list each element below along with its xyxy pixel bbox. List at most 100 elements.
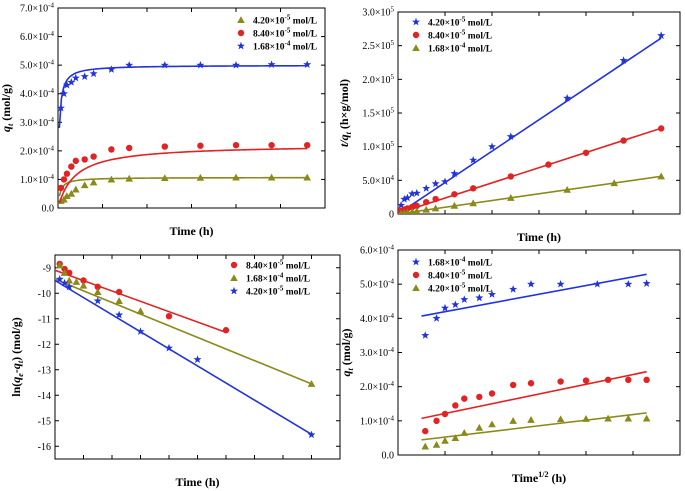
data-point xyxy=(267,60,276,68)
data-point xyxy=(556,279,565,288)
fit-line xyxy=(398,127,662,214)
y-tick-label: 5.0×104 xyxy=(362,174,394,187)
data-point xyxy=(304,141,311,149)
data-point xyxy=(432,314,441,322)
legend: 4.20×10-5 mol/L8.40×10-5 mol/L1.68×10-4 … xyxy=(412,16,492,55)
data-point xyxy=(68,163,75,170)
data-point xyxy=(619,56,628,64)
legend-exponent: -4 xyxy=(460,42,466,50)
y-tick-mantissa: 2.5×10 xyxy=(362,41,390,52)
data-point xyxy=(165,343,173,352)
y-tick-mantissa: 3.0×10 xyxy=(360,348,388,359)
y-tick-exponent: 5 xyxy=(391,140,395,148)
series-1 xyxy=(421,370,650,435)
y-tick-label: 3.0×105 xyxy=(362,6,394,19)
data-point xyxy=(475,293,484,302)
data-point xyxy=(232,141,240,149)
y-tick-label: 5.0×10-4 xyxy=(20,59,54,72)
data-point xyxy=(441,410,449,418)
y-tick-exponent: -4 xyxy=(388,244,394,252)
data-point xyxy=(557,378,564,385)
legend-marker xyxy=(412,257,420,266)
legend-exponent: -4 xyxy=(460,256,466,264)
y-tick-label: 0.0 xyxy=(42,204,55,215)
series-2 xyxy=(55,275,316,439)
y-tick-label: -10 xyxy=(38,289,51,300)
plot-area xyxy=(58,60,312,204)
data-point xyxy=(165,313,173,320)
panel-b: 05.0×1041.0×1051.5×1052.0×1052.5×1053.0×… xyxy=(337,6,681,244)
data-point xyxy=(460,428,469,436)
data-point xyxy=(60,195,68,203)
x-axis-label: Time1/2 (h) xyxy=(512,470,566,485)
legend-entry: 8.40×10-5 mol/L xyxy=(428,269,492,282)
legend-unit: mol/L xyxy=(290,43,317,53)
data-point xyxy=(476,393,483,401)
legend-entry: 1.68×10-4 mol/L xyxy=(246,272,310,285)
data-point xyxy=(408,207,416,214)
data-point xyxy=(422,205,430,213)
data-point xyxy=(55,261,64,269)
y-axis-label: ln(qe-qt) (mol/g) xyxy=(9,317,25,396)
y-tick-label: -9 xyxy=(43,263,51,274)
y-tick-exponent: -4 xyxy=(48,30,54,38)
legend-entry: 1.68×10-4 mol/L xyxy=(253,40,317,53)
data-point xyxy=(404,208,411,214)
legend-marker xyxy=(230,274,238,282)
y-tick-mantissa: -13 xyxy=(38,365,51,376)
legend-exponent: -5 xyxy=(460,269,466,277)
y-axis-label-mid: -q xyxy=(9,363,23,373)
x-axis-label: Time (h) xyxy=(169,224,213,238)
legend-name: 8.40×10 xyxy=(428,272,460,282)
data-point xyxy=(90,153,97,160)
data-point xyxy=(593,279,602,288)
y-tick-label: 2.0×10-4 xyxy=(20,144,54,157)
y-tick-mantissa: 3.0×10 xyxy=(20,118,48,129)
y-tick-exponent: -4 xyxy=(48,59,54,67)
legend-exponent: -5 xyxy=(460,29,466,37)
data-point xyxy=(67,78,76,86)
fit-line xyxy=(55,278,312,385)
legend-entry: 8.40×10-5 mol/L xyxy=(246,259,310,272)
y-tick-label: 3.0×10-4 xyxy=(360,346,394,359)
y-axis-label: qt (mol/g) xyxy=(0,84,15,132)
data-point xyxy=(125,174,133,182)
legend-name: 4.20×10 xyxy=(253,17,285,27)
fit-line xyxy=(398,37,662,214)
data-point xyxy=(431,204,440,212)
legend-entry: 8.40×10-5 mol/L xyxy=(253,27,317,40)
y-tick-mantissa: 7.0×10 xyxy=(20,4,48,15)
y-tick-exponent: -4 xyxy=(388,312,394,320)
y-tick-mantissa: 0 xyxy=(389,210,394,221)
y-tick-label: 1.0×10-4 xyxy=(360,414,394,427)
legend-name: 4.20×10 xyxy=(246,288,278,298)
y-tick-mantissa: -11 xyxy=(38,314,51,325)
data-point xyxy=(452,402,459,409)
legend-unit: mol/L xyxy=(290,30,317,40)
legend-marker xyxy=(237,16,245,24)
series-0 xyxy=(421,273,651,339)
y-tick-mantissa: 1.0×10 xyxy=(20,175,48,186)
data-point xyxy=(563,93,572,102)
data-point xyxy=(307,430,316,439)
y-tick-label: 1.0×10-4 xyxy=(20,173,54,186)
y-tick-mantissa: -10 xyxy=(38,289,51,300)
y-tick-label: -14 xyxy=(38,391,51,402)
x-axis-label-sup: 1/2 xyxy=(538,470,548,479)
y-tick-label: 2.0×10-4 xyxy=(360,380,394,393)
legend-marker xyxy=(230,261,238,269)
data-point xyxy=(60,269,69,276)
data-point xyxy=(488,290,496,298)
y-tick-mantissa: 5.0×10 xyxy=(360,280,388,291)
y-tick-label: -16 xyxy=(38,442,51,453)
y-axis-label: qt (mol/g) xyxy=(339,329,355,377)
data-point xyxy=(65,282,74,291)
data-point xyxy=(62,80,71,89)
y-tick-mantissa: -16 xyxy=(38,442,51,453)
data-point xyxy=(72,157,80,165)
data-point xyxy=(63,192,71,200)
legend-exponent: -4 xyxy=(278,272,284,280)
legend-entry: 4.20×10-5 mol/L xyxy=(253,14,317,27)
y-tick-exponent: -4 xyxy=(48,87,54,95)
fit-line xyxy=(58,176,308,197)
